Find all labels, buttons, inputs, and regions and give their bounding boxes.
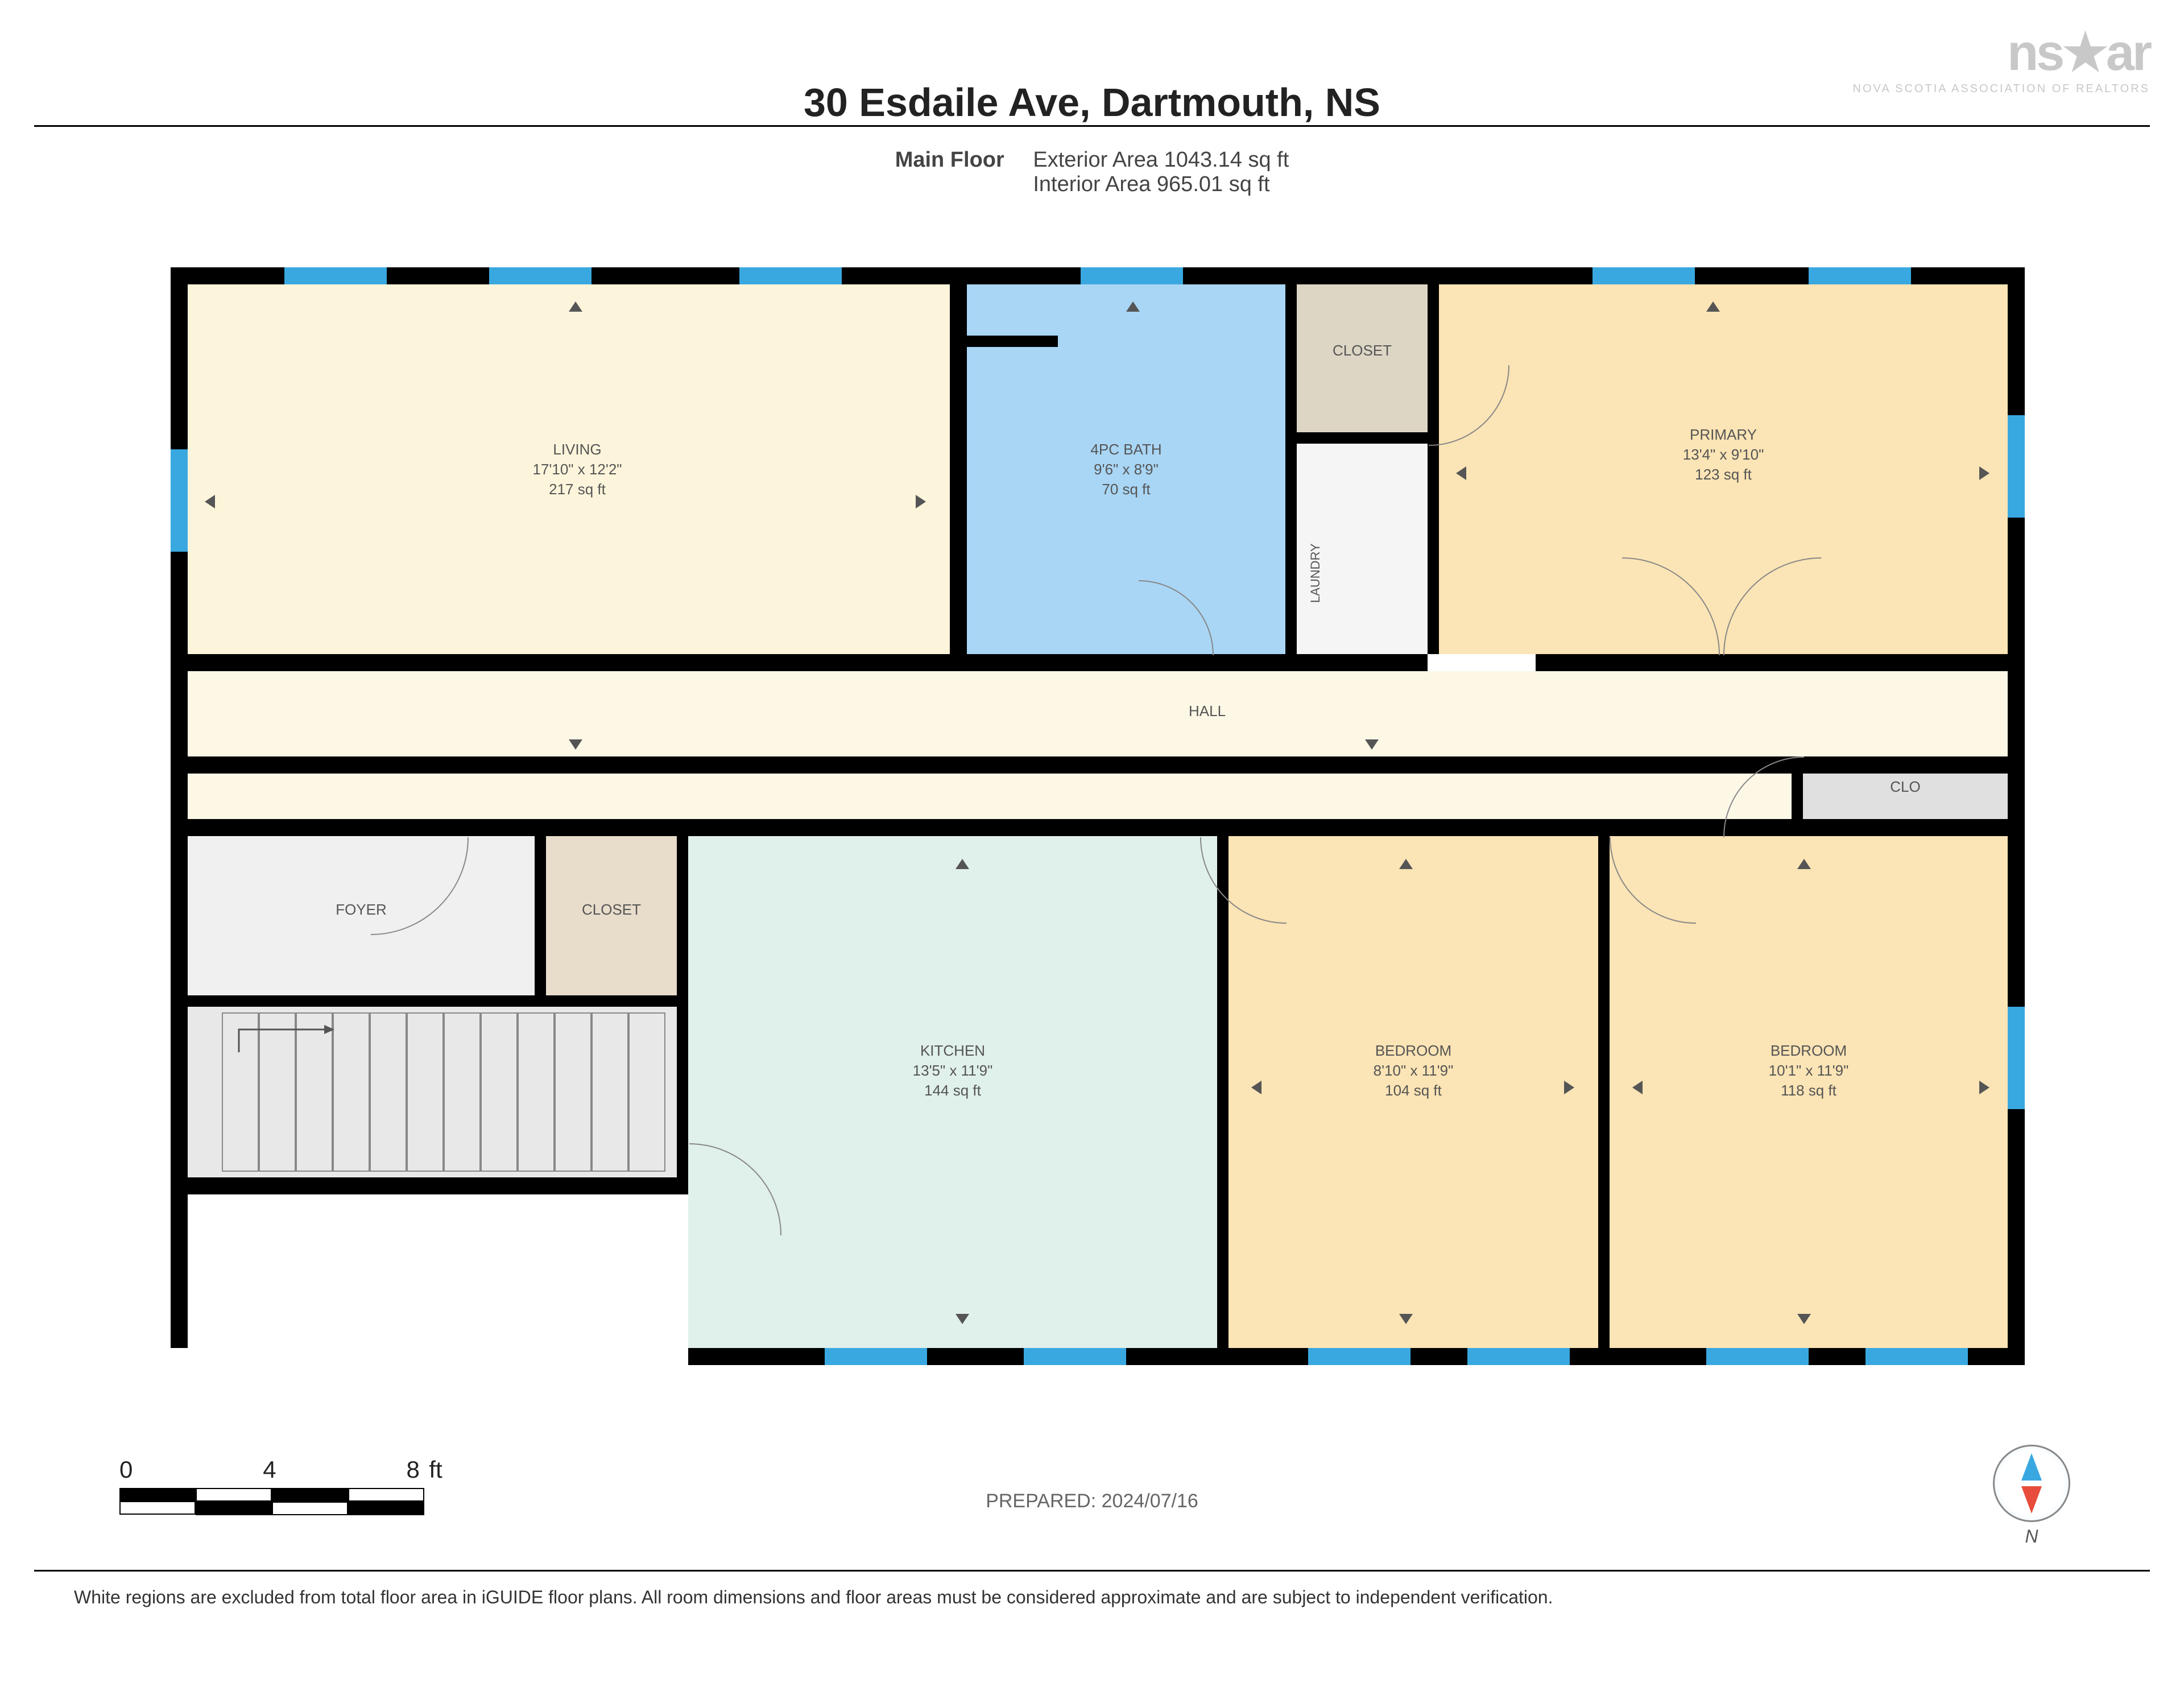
room-label: PRIMARY13'4" x 9'10"123 sq ft [1439, 425, 2008, 485]
room-label: CLOSET [546, 900, 677, 920]
scale-0: 0 [119, 1456, 133, 1483]
room-label: CLOSET [1297, 341, 1428, 361]
room-label: BEDROOM10'1" x 11'9"118 sq ft [1610, 1041, 2008, 1101]
floor-plan: LIVING17'10" x 12'2"217 sq ft4PC BATH9'6… [171, 267, 2025, 1365]
room-label: BEDROOM8'10" x 11'9"104 sq ft [1228, 1041, 1598, 1101]
hall-label: HALL [1189, 701, 1226, 721]
room-label: LIVING17'10" x 12'2"217 sq ft [188, 440, 967, 499]
floor-plan-page: ns★ar NOVA SCOTIA ASSOCIATION OF REALTOR… [0, 0, 2184, 1687]
room-label: 4PC BATH9'6" x 8'9"70 sq ft [967, 440, 1285, 499]
disclaimer-text: White regions are excluded from total fl… [74, 1587, 2110, 1608]
disclaimer-rule [34, 1570, 2150, 1572]
title-rule [34, 125, 2150, 127]
scale-unit: ft [429, 1456, 442, 1483]
laundry-label: LAUNDRY [1308, 543, 1323, 603]
floor-meta: Main Floor Exterior Area 1043.14 sq ft I… [0, 148, 2184, 197]
scale-4: 4 [263, 1456, 276, 1483]
compass-north-label: N [2025, 1526, 2038, 1547]
exterior-area: Exterior Area 1043.14 sq ft [1033, 148, 1289, 172]
scale-8: 8 [407, 1456, 420, 1483]
prepared-date: PREPARED: 2024/07/16 [0, 1490, 2184, 1512]
room-label: CLO [1803, 777, 2008, 797]
interior-area: Interior Area 965.01 sq ft [1033, 172, 1269, 196]
floor-label: Main Floor [895, 148, 1004, 172]
brand-logo: ns★ar [2007, 23, 2150, 82]
page-title: 30 Esdaile Ave, Dartmouth, NS [0, 80, 2184, 125]
room-label: FOYER [188, 900, 535, 920]
compass-icon: N [1993, 1445, 2070, 1522]
room-label: KITCHEN13'5" x 11'9"144 sq ft [688, 1041, 1217, 1101]
